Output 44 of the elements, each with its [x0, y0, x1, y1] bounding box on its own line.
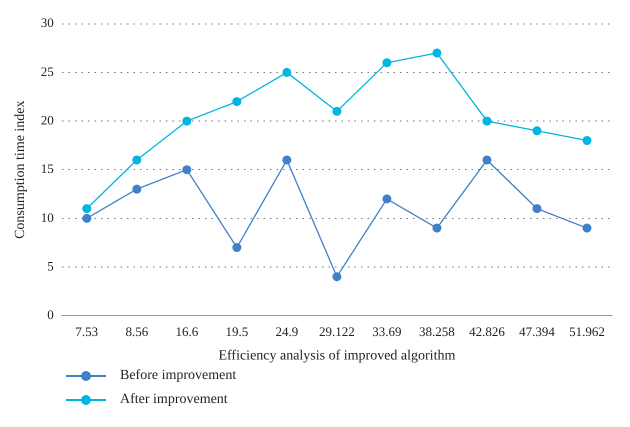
point [132, 184, 142, 194]
point [232, 243, 242, 252]
y-tick-label: 5 [47, 258, 54, 274]
x-tick-label: 29.122 [319, 324, 355, 339]
point [82, 204, 92, 214]
x-tick-label: 38.258 [419, 324, 455, 339]
point [532, 126, 542, 136]
point [582, 224, 592, 233]
y-axis-title: Consumption time index [13, 100, 28, 239]
point [432, 224, 442, 233]
point [432, 48, 442, 58]
point [182, 165, 192, 174]
x-tick-label: 19.5 [225, 324, 248, 339]
point [382, 58, 392, 68]
point [332, 106, 342, 116]
point [232, 97, 242, 106]
x-tick-label: 51.962 [569, 324, 605, 339]
x-tick-label: 33.69 [372, 324, 402, 339]
point [182, 116, 192, 126]
point [132, 155, 142, 164]
y-tick-label: 10 [40, 210, 54, 225]
legend-label: After improvement [120, 392, 228, 408]
y-tick-label: 15 [40, 161, 54, 176]
x-axis-title: Efficiency analysis of improved algorithm [218, 348, 456, 364]
legend-label: Before improvement [120, 368, 236, 384]
y-tick-label: 20 [40, 112, 54, 128]
x-tick-label: 8.56 [125, 324, 149, 339]
y-tick-label: 25 [40, 64, 54, 79]
point [332, 272, 342, 282]
x-tick-label: 7.53 [75, 324, 98, 339]
x-tick-label: 16.6 [175, 324, 199, 339]
point [282, 155, 292, 164]
point [282, 68, 292, 77]
y-tick-label: 30 [40, 15, 54, 30]
point [482, 155, 492, 164]
x-tick-label: 42.826 [469, 324, 506, 339]
point [482, 116, 492, 126]
point [582, 136, 592, 146]
point [82, 214, 92, 223]
x-tick-label: 47.394 [519, 324, 556, 339]
x-tick-label: 24.9 [276, 324, 298, 339]
point [532, 204, 542, 214]
point [382, 194, 392, 204]
y-tick-label: 0 [47, 307, 54, 322]
